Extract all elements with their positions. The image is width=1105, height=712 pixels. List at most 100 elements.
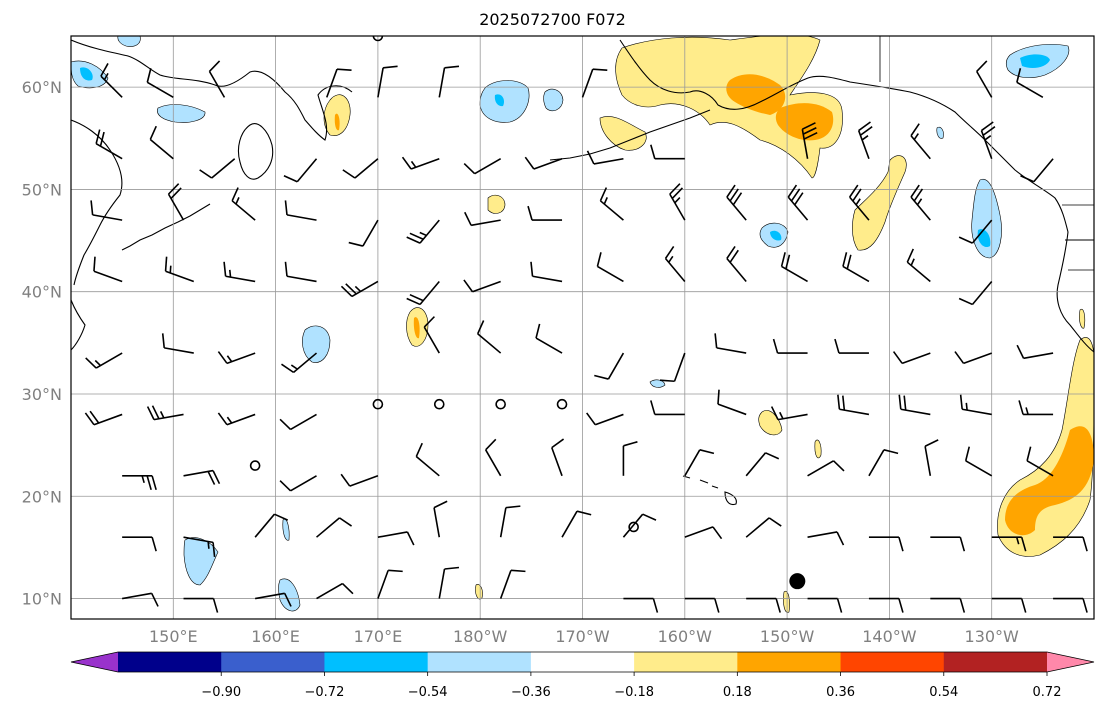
positive-anomaly-small-1 [814,439,822,459]
wind-barb [93,256,123,283]
wind-barb [991,597,1027,613]
calm-circle [433,398,445,410]
negative-anomaly-small-3 [936,126,944,139]
wind-barb [991,536,1027,552]
colorbar-outline [70,651,1095,673]
colorbar-label: 0.54 [929,685,958,700]
colorbar-label: −0.90 [201,685,241,700]
negative-anomaly-okhotsk [157,104,206,123]
longitude-labels: 150°E 160°E 170°E 180°W 170°W 160°W 150°W 140°W… [149,627,1019,646]
wind-barb [857,121,873,160]
wind-barb [586,150,624,165]
coastline-kuril [121,203,211,251]
wind-barb [726,245,747,282]
wind-barb [561,510,592,538]
wind-barb [316,582,354,600]
wind-barb [807,531,845,546]
wind-barb [377,569,403,599]
wind-barb [622,441,638,476]
wind-barb [623,597,659,613]
wind-barb [596,252,624,283]
wind-barb [787,184,809,221]
wind-barb [279,413,317,431]
negative-anomaly-small-2 [649,379,666,388]
wind-barb [848,184,870,221]
wind-barb [842,252,870,283]
wind-barb [484,438,502,477]
wind-barb [770,406,808,421]
wind-barb [1020,158,1054,183]
wind-barb [892,351,931,365]
wind-barb [325,68,352,98]
wind-barb [664,245,686,282]
coastline-aleutians [549,109,711,161]
lon-label: 160°W [658,627,713,646]
wind-barb [1018,400,1054,416]
wind-barb [415,442,440,477]
wind-barb [146,405,184,421]
strong-positive-mexico [1005,426,1094,536]
wind-barb [669,183,686,221]
wind-barb [622,513,657,538]
lat-label: 30°N [22,385,62,404]
coastline-hawaii [682,475,737,506]
coastline-alaska [619,39,1069,233]
colorbar-segment [840,652,945,672]
colorbar-extend-high [1047,652,1094,672]
wind-barb [85,352,123,369]
wind-barb [231,187,256,221]
lon-label: 180°W [453,627,508,646]
wind-barb [95,129,123,160]
wind-barb [161,333,194,354]
wind-barb [100,63,123,98]
lat-label: 50°N [22,180,62,199]
wind-barb [438,65,460,98]
colorbar-segment [324,652,429,672]
negative-anomaly-tropical-2 [278,578,301,612]
wind-barb [284,261,317,283]
calm-circle [495,398,506,410]
lon-label: 170°W [555,627,610,646]
colorbar-segment [943,652,1048,672]
wind-barb [463,279,501,293]
wind-barb [183,469,221,485]
wind-barb [348,219,379,247]
wind-barb [1026,446,1054,477]
wind-barb [551,438,565,477]
political-borders [879,36,1094,271]
latitude-labels: 60°N 50°N 40°N 30°N 20°N 10°N [22,78,62,608]
map-area [71,36,1094,619]
wind-barb [464,211,501,227]
colorbar-label: 0.72 [1033,685,1062,700]
wind-barb [208,60,226,98]
negative-anomaly-small-1 [282,518,290,541]
wind-barb [149,125,174,160]
calm-circle [372,36,384,42]
strong-positive-midlat [413,317,420,339]
wind-barb [84,410,123,426]
wind-barb [717,389,747,416]
colorbar-label: −0.72 [305,685,345,700]
wind-barb [976,60,993,98]
wind-barb [834,338,869,354]
wind-barb [868,536,904,552]
gridlines [71,36,1094,619]
lat-label: 20°N [22,487,62,506]
chart-title: 2025072700 F072 [479,10,626,29]
wind-barb [423,316,440,354]
positive-anomaly-gulf [852,155,907,251]
strong-negative-canada [1020,54,1050,68]
lon-label: 160°E [251,627,300,646]
wind-barb [868,597,904,613]
lon-label: 130°W [965,627,1020,646]
calm-circle [372,398,384,410]
lat-label: 10°N [22,590,62,609]
wind-barbs [84,60,1088,613]
coastlines [71,39,1094,506]
colorbar-segment [530,652,635,672]
lat-label: 40°N [22,283,62,302]
positive-anomaly-coast-small [1079,308,1086,329]
wind-barb [1016,344,1054,360]
wind-barb [254,513,289,538]
wind-barb [745,517,782,538]
